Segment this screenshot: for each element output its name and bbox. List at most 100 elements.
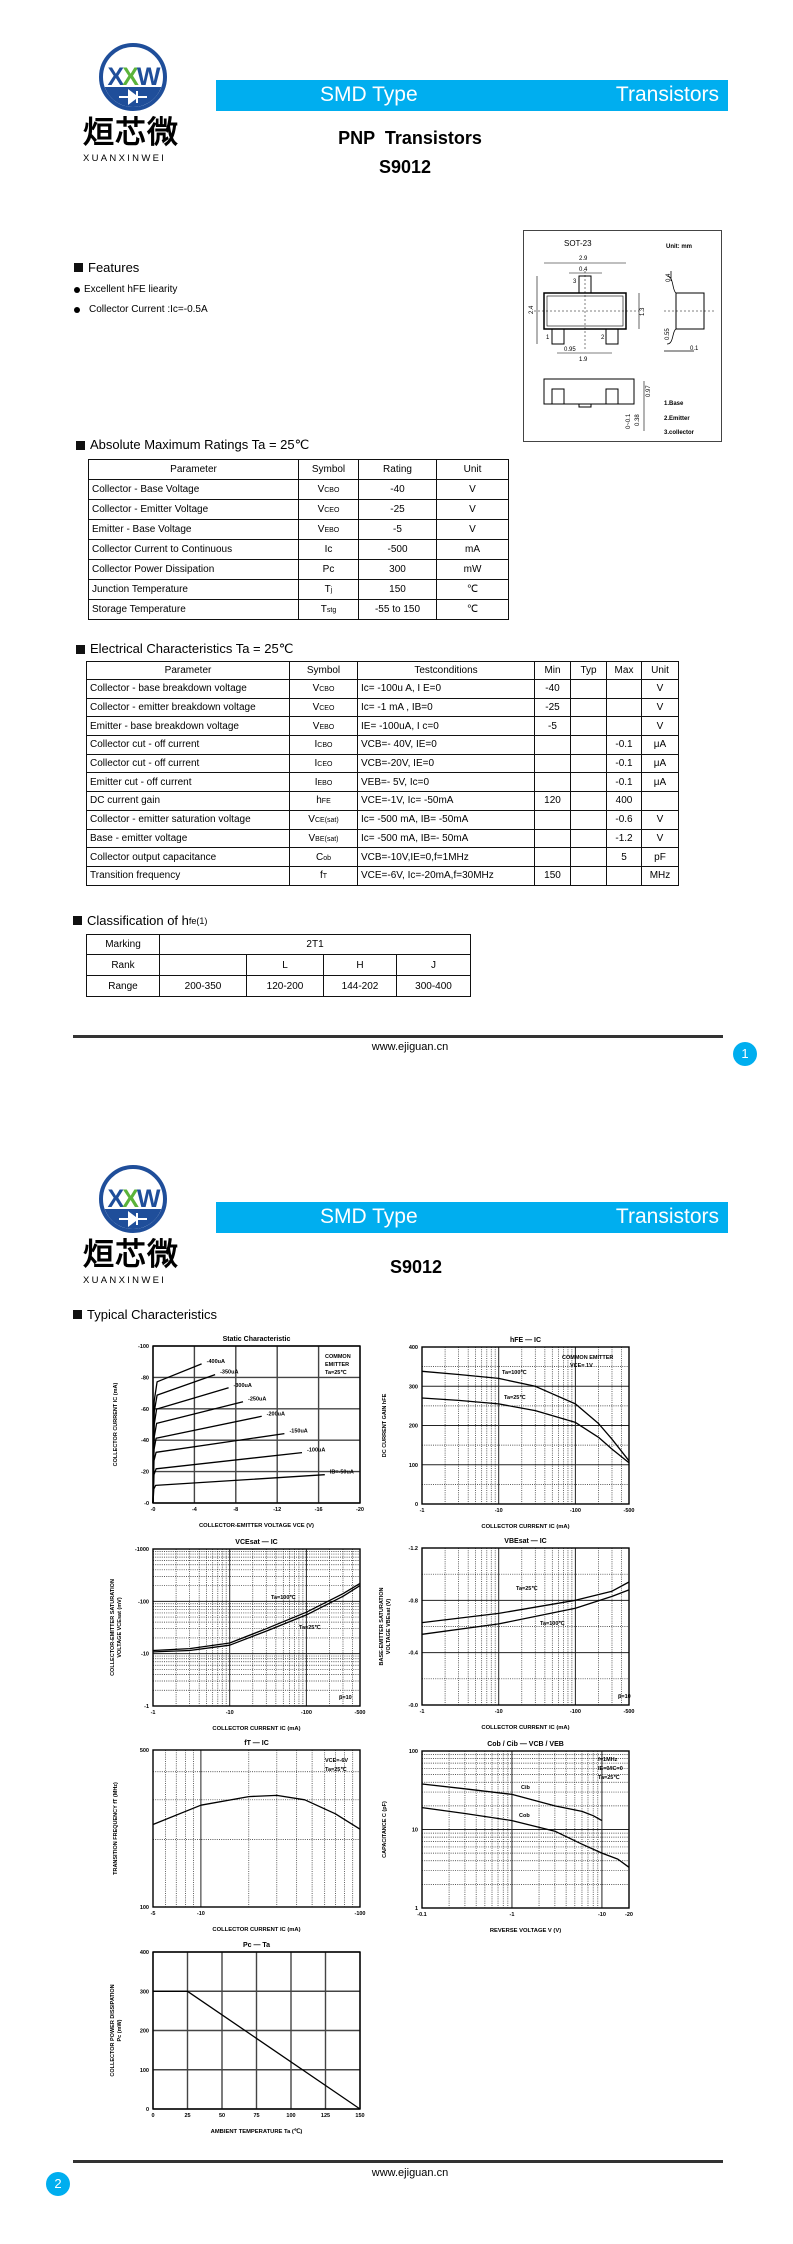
svg-text:0.55: 0.55	[665, 328, 671, 340]
symbol-cell: Tstg	[298, 599, 359, 620]
min-cell: -5	[534, 716, 571, 737]
parameter-cell: Storage Temperature	[88, 599, 299, 620]
series-label: Ta=25℃	[299, 1624, 321, 1631]
rating-cell: -5	[358, 519, 437, 540]
classification-heading: Classification of h fe(1)	[73, 913, 207, 928]
y-axis-label: BASE-EMITTER SATURATIONVOLTAGE VBEsat (V…	[379, 1587, 392, 1665]
symbol-cell: Pc	[298, 559, 359, 580]
footer-url-link[interactable]: www.ejiguan.cn	[371, 1041, 449, 1053]
diode-icon	[103, 1209, 163, 1229]
svg-text:2.9: 2.9	[579, 256, 588, 262]
package-outline-drawing: SOT-23 Unit: mm	[523, 230, 722, 442]
symbol-cell: hFE	[289, 791, 358, 811]
chart-title: Static Characteristic	[223, 1336, 291, 1343]
x-tick-label: -20	[356, 1507, 364, 1513]
rating-cell: 150	[358, 579, 437, 600]
max-cell: -0.6	[606, 809, 642, 830]
chart-annotation: COMMON EMITTER	[562, 1355, 613, 1361]
svg-text:0.4: 0.4	[579, 267, 588, 273]
unit-cell: V	[641, 828, 679, 849]
table-row: Storage Temperature Tstg -55 to 150 ℃	[88, 599, 509, 620]
series-label: Ta=25℃	[516, 1585, 538, 1592]
table-row: Collector cut - off current ICBO VCB=- 40V…	[86, 735, 679, 755]
svg-text:0.38: 0.38	[635, 414, 641, 426]
series-line	[421, 1370, 630, 1462]
series-label: Ta=25℃	[504, 1394, 526, 1401]
table-row: Collector output capacitance Cob VCB=-10V,…	[86, 847, 679, 867]
min-cell	[534, 828, 571, 849]
series-line	[421, 1806, 630, 1868]
typ-cell	[570, 847, 607, 867]
series-label: -300uA	[234, 1383, 252, 1389]
typ-cell	[570, 809, 607, 830]
x-tick-label: -16	[315, 1507, 323, 1513]
symbol-cell: VCBO	[298, 479, 359, 500]
square-bullet-icon	[76, 644, 85, 654]
x-tick-label: -8	[233, 1507, 238, 1513]
series-line	[152, 1387, 229, 1504]
symbol-cell: VEBO	[298, 519, 359, 540]
rank-row: Rank L H J	[86, 954, 472, 976]
x-tick-label: -1	[510, 1912, 515, 1918]
max-cell	[606, 716, 642, 737]
table-row: Collector - emitter saturation voltage VC…	[86, 809, 679, 830]
series-line	[152, 1582, 361, 1652]
table-row: Transition frequency fT VCE=-6V, Ic=-20mA,…	[86, 865, 679, 886]
x-tick-label: 25	[184, 2113, 190, 2119]
absolute-max-ratings-table: Parameter Symbol Rating Unit Collector - Bas…	[88, 459, 509, 620]
y-tick-label: -20	[141, 1470, 149, 1476]
footer-url-link[interactable]: www.ejiguan.cn	[371, 2167, 449, 2179]
min-cell: 120	[534, 791, 571, 811]
typ-cell	[570, 716, 607, 737]
parameter-cell: Collector output capacitance	[86, 847, 290, 867]
test-condition-cell: VEB=- 5V, Ic=0	[357, 772, 535, 793]
chart-title: Cob / Cib — VCB / VEB	[487, 1741, 564, 1748]
typ-cell	[570, 753, 607, 774]
x-tick-label: -0.1	[417, 1912, 426, 1918]
series-line	[152, 1415, 262, 1504]
typ-cell	[570, 791, 607, 811]
side-view	[664, 271, 714, 352]
symbol-cell: ICBO	[289, 735, 358, 755]
svg-text:0.1: 0.1	[690, 346, 699, 352]
chart-4: -5 -10 -100 100 500 VCE=-6V Ta=25℃ fT — IC COLLE…	[113, 1740, 366, 1933]
x-tick-label: -500	[623, 1508, 634, 1514]
series-line	[153, 1990, 361, 2110]
x-tick-label: -10	[598, 1912, 606, 1918]
x-axis-label: COLLECTOR CURRENT IC (mA)	[212, 1726, 300, 1732]
column-header: Parameter	[86, 661, 290, 680]
typ-cell	[570, 679, 607, 699]
svg-text:0.4: 0.4	[666, 273, 672, 282]
chart-5: -0.1 -1 -10 -20 1 10 100 Cib Cob f=1MHz IE=0/IC=0 T…	[382, 1741, 633, 1934]
series-line	[152, 1432, 285, 1504]
series-line	[421, 1589, 630, 1635]
y-axis-label: TRANSITION FREQUENCY fT (MHz)	[113, 1782, 119, 1875]
bullet-icon	[74, 286, 80, 293]
parameter-cell: Collector - base breakdown voltage	[86, 679, 290, 699]
logo-english-name: XUANXINWEI	[83, 153, 167, 164]
svg-text:0~0.1: 0~0.1	[626, 413, 632, 429]
table-row: Collector - emitter breakdown voltage VCE…	[86, 697, 679, 718]
table-row: Emitter - Base Voltage VEBO -5 V	[88, 519, 509, 540]
x-tick-label: -500	[623, 1709, 634, 1715]
column-header: Max	[606, 661, 642, 680]
unit-cell: MHz	[641, 865, 679, 886]
svg-text:1.Base: 1.Base	[664, 401, 684, 407]
svg-text:2.4: 2.4	[529, 305, 535, 314]
series-line	[421, 1783, 603, 1822]
chart-annotation: COMMON	[325, 1354, 351, 1360]
square-bullet-icon	[73, 1310, 82, 1319]
chart-annotation: VCE= 1V	[570, 1363, 593, 1369]
x-axis-label: COLLECTOR-EMITTER VOLTAGE VCE (V)	[199, 1523, 314, 1529]
y-tick-label: -100	[138, 1599, 149, 1605]
type-banner: SMD Type Transistors	[216, 1202, 728, 1233]
svg-text:1.9: 1.9	[579, 357, 588, 363]
unit-cell: V	[436, 499, 509, 520]
series-line	[152, 1474, 325, 1504]
y-axis-label: COLLECTOR POWER DISSIPATIONPc (mW)	[110, 1984, 123, 2076]
column-header: Unit	[641, 661, 679, 680]
y-tick-label: 1	[415, 1906, 418, 1912]
x-tick-label: -100	[570, 1709, 581, 1715]
diode-icon	[103, 87, 163, 107]
x-tick-label: 100	[286, 2113, 295, 2119]
